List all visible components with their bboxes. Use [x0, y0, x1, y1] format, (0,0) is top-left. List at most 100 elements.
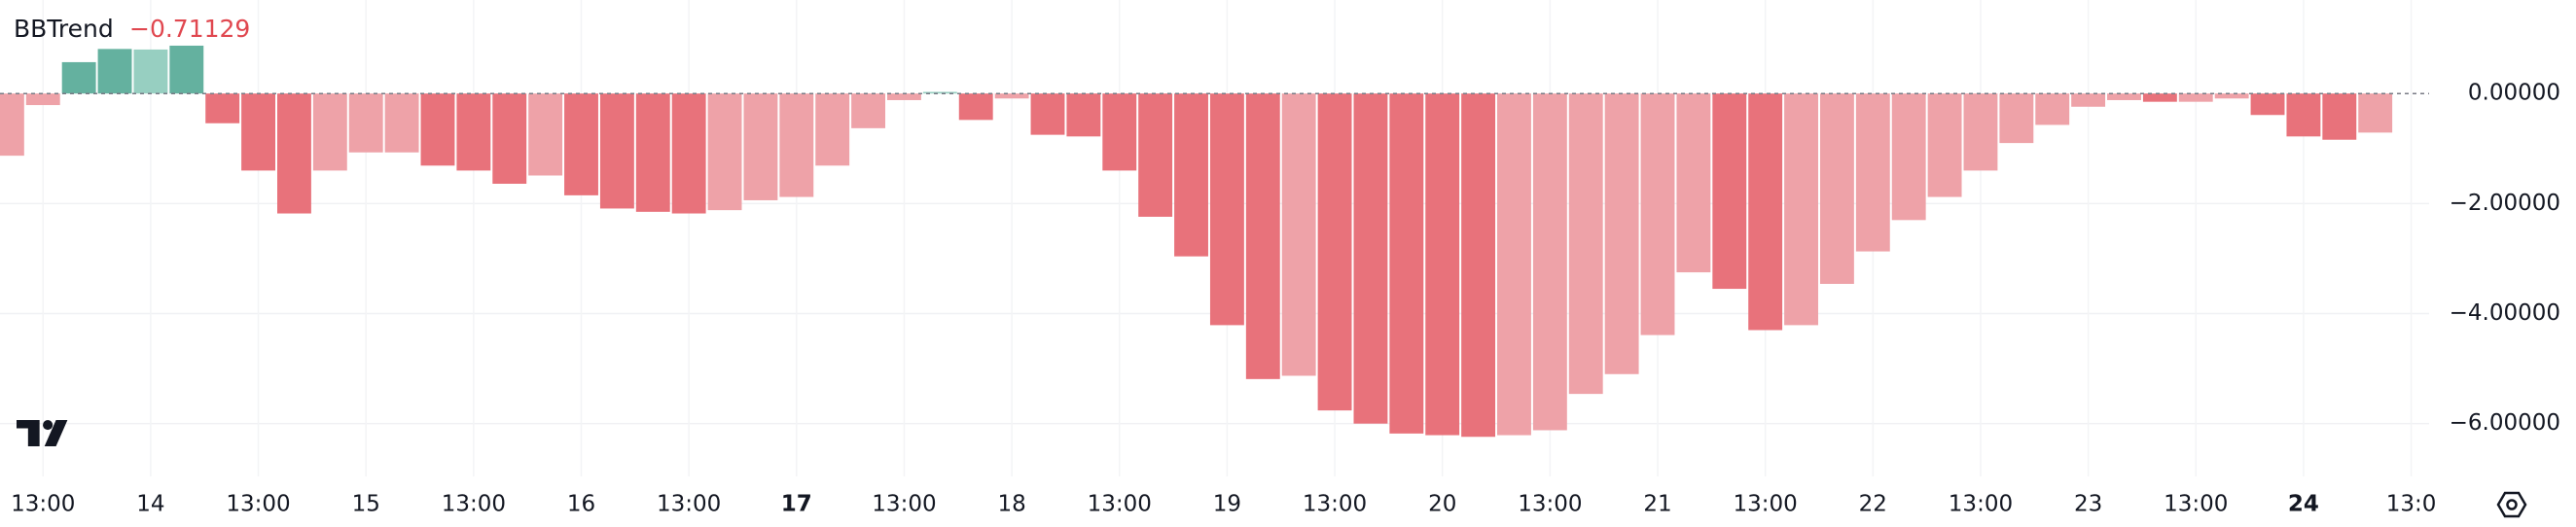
x-tick-label: 13:00 [872, 492, 936, 517]
bar [887, 93, 921, 100]
x-tick-label: 13:00 [2164, 492, 2228, 517]
bar [97, 49, 132, 94]
x-tick-label: 24 [2288, 492, 2319, 517]
bar [1712, 93, 1747, 290]
bar [25, 93, 60, 106]
bar [528, 93, 563, 176]
x-tick-label: 20 [1428, 492, 1456, 517]
x-tick-label: 18 [997, 492, 1025, 517]
bar [492, 93, 527, 184]
x-tick-label: 13:00 [11, 492, 75, 517]
x-tick-label: 22 [1859, 492, 1887, 517]
bar [1245, 93, 1280, 379]
bar [671, 93, 706, 214]
x-tick-label: 13:00 [442, 492, 506, 517]
bar [241, 93, 276, 171]
bar [1497, 93, 1531, 436]
bar [851, 93, 886, 128]
bar [599, 93, 634, 209]
bar [2358, 93, 2393, 133]
y-tick-label: −4.00000 [2450, 300, 2560, 326]
bar [1102, 93, 1137, 171]
tradingview-logo [17, 420, 68, 447]
bar [1066, 93, 1101, 137]
bar [348, 93, 383, 153]
bar [312, 93, 347, 171]
indicator-title: BBTrend [14, 15, 114, 43]
bar [1819, 93, 1854, 284]
bar [1389, 93, 1424, 434]
x-tick-label: 14 [136, 492, 164, 517]
bar [1353, 93, 1388, 424]
bar [1640, 93, 1675, 335]
bar [0, 93, 24, 157]
bar [635, 93, 670, 212]
bar [1532, 93, 1567, 431]
x-tick-label: 13:00 [1518, 492, 1582, 517]
bar [779, 93, 814, 197]
bar [958, 93, 993, 121]
bar [1568, 93, 1603, 395]
bar [994, 93, 1029, 99]
x-tick-label: 13:00 [1949, 492, 2013, 517]
indicator-value: −0.71129 [129, 15, 250, 43]
x-tick-label: 21 [1643, 492, 1671, 517]
x-tick-label: 13:0 [2386, 492, 2437, 517]
x-tick-label: 17 [781, 492, 812, 517]
bar [564, 93, 598, 195]
bar [815, 93, 850, 166]
x-tick-label: 13:00 [226, 492, 290, 517]
bar [1784, 93, 1818, 326]
y-tick-label: 0.00000 [2468, 81, 2560, 106]
bar [1138, 93, 1173, 217]
bar [1748, 93, 1783, 331]
bar [2250, 93, 2285, 116]
bar [743, 93, 778, 200]
x-tick-label: 13:00 [1303, 492, 1367, 517]
x-tick-label: 13:00 [657, 492, 721, 517]
bar [1174, 93, 1208, 257]
y-tick-label: −2.00000 [2450, 191, 2560, 216]
bar [384, 93, 419, 153]
bar [1461, 93, 1496, 438]
bar [2035, 93, 2070, 125]
x-tick-label: 19 [1213, 492, 1241, 517]
bar [2286, 93, 2321, 137]
x-tick-label: 13:00 [1088, 492, 1152, 517]
bar [707, 93, 742, 211]
bar [1425, 93, 1460, 436]
bar [2214, 93, 2249, 99]
bar [1999, 93, 2034, 144]
x-tick-label: 16 [567, 492, 595, 517]
bar [2322, 93, 2357, 140]
bar [169, 45, 204, 94]
bar [1676, 93, 1711, 273]
bar [1963, 93, 1998, 171]
axes: 0.00000 −2.00000 −4.00000 −6.00000 13:00 14 13… [0, 81, 2560, 517]
bar [456, 93, 491, 171]
bar [1891, 93, 1926, 221]
bar [61, 61, 96, 94]
x-tick-label: 23 [2074, 492, 2102, 517]
bar [133, 49, 168, 94]
x-tick-label: 15 [352, 492, 380, 517]
bar [1317, 93, 1352, 411]
x-tick-label: 13:00 [1734, 492, 1798, 517]
bar [277, 93, 311, 214]
bar [2142, 93, 2177, 102]
bar [1281, 93, 1316, 376]
bar [2107, 93, 2141, 100]
bar [1604, 93, 1639, 374]
bar [205, 93, 240, 123]
bar [922, 91, 957, 94]
bars [0, 45, 2393, 438]
bar [2178, 93, 2213, 102]
settings-button[interactable] [2496, 491, 2527, 518]
bar [1855, 93, 1890, 252]
bar [1927, 93, 1962, 197]
bar [1030, 93, 1065, 135]
y-tick-label: −6.00000 [2450, 410, 2560, 436]
bar [1209, 93, 1244, 326]
bar [2071, 93, 2106, 107]
